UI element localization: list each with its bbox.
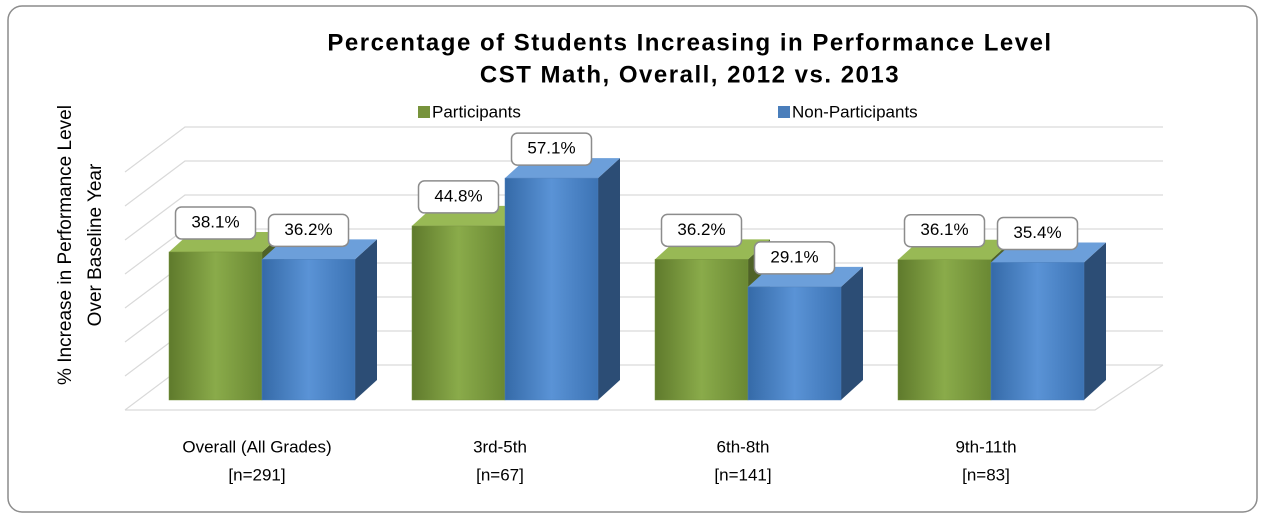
bar-front [654, 259, 749, 401]
bar-side [355, 239, 377, 400]
data-label: 36.2% [284, 220, 332, 239]
bar-front [897, 259, 992, 401]
x-tick-note: [n=291] [228, 465, 285, 484]
data-label-box [753, 241, 836, 275]
data-label-box [996, 216, 1079, 251]
plot: Participants Non-Participants 38.1% 36.2% Ov… [124, 102, 1164, 484]
data-label-box [510, 132, 593, 166]
bar [990, 242, 1106, 401]
data-label: 36.1% [920, 220, 968, 239]
bar-front [504, 177, 599, 401]
bar-front [168, 251, 263, 401]
x-tick-label: Overall (All Grades) [182, 437, 331, 456]
bar-front [990, 262, 1085, 401]
data-label-box [417, 180, 500, 214]
y-axis-label: Over Baseline Year [85, 163, 106, 326]
bar [747, 266, 863, 401]
data-label: 29.1% [770, 247, 818, 266]
legend-swatch [778, 106, 790, 118]
bar-side [598, 158, 620, 400]
data-label-box [267, 213, 350, 248]
bar-front [261, 259, 356, 401]
legend-label: Participants [432, 102, 521, 121]
bar [504, 158, 620, 401]
bar-front [411, 225, 506, 401]
chart-subtitle: CST Math, Overall, 2012 vs. 2013 [480, 61, 900, 88]
x-tick-note: [n=141] [714, 465, 771, 484]
data-label: 44.8% [434, 186, 482, 205]
data-label-box [174, 206, 257, 240]
bar-front [747, 286, 842, 401]
legend-swatch [418, 106, 430, 118]
data-label: 35.4% [1013, 223, 1061, 242]
data-label-box [660, 213, 743, 248]
data-label: 36.2% [677, 220, 725, 239]
x-tick-label: 3rd-5th [473, 437, 527, 456]
y-axis-label: % Increase in Performance Level [55, 105, 76, 385]
data-label: 38.1% [191, 212, 239, 231]
data-label: 57.1% [527, 139, 575, 158]
grid-line [124, 160, 1163, 207]
floor-edge [125, 364, 1164, 411]
x-tick-note: [n=67] [476, 465, 524, 484]
chart-title: Percentage of Students Increasing in Per… [327, 29, 1052, 56]
bar-side [1084, 242, 1106, 400]
grid-line [124, 194, 1163, 241]
bar [261, 239, 377, 401]
x-tick-label: 6th-8th [717, 437, 770, 456]
x-tick-label: 9th-11th [955, 437, 1016, 456]
grid-line [124, 126, 1163, 173]
legend-label: Non-Participants [792, 102, 918, 121]
data-label-box [903, 213, 986, 248]
x-tick-note: [n=83] [962, 465, 1010, 484]
bar-side [841, 266, 863, 400]
